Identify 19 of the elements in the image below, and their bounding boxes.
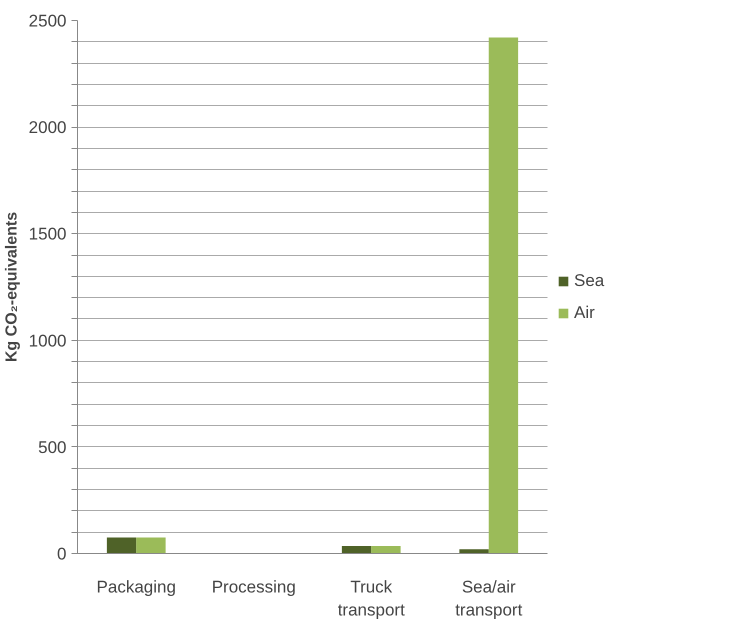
y-tick-label: 2000 xyxy=(28,118,67,138)
y-tick-label: 2500 xyxy=(28,12,67,30)
y-tick-label: 0 xyxy=(57,544,67,564)
y-tick-label: 500 xyxy=(38,438,67,457)
y-axis-title: Kg CO₂-equivalents xyxy=(4,212,21,362)
legend-label: Sea xyxy=(574,271,604,291)
x-tick-label: Truck transport xyxy=(338,578,406,620)
bar xyxy=(371,546,401,554)
y-tick-label: 1000 xyxy=(28,331,67,350)
bar xyxy=(459,549,489,554)
bar xyxy=(488,38,518,554)
x-tick-label: Sea/air transport xyxy=(455,578,523,620)
y-tick-label: 1500 xyxy=(28,224,67,244)
x-tick-label: Processing xyxy=(212,578,296,596)
bar xyxy=(342,546,372,554)
legend-label: Air xyxy=(574,303,595,323)
bar xyxy=(136,538,166,554)
x-tick-label: Packaging xyxy=(96,578,176,596)
bar xyxy=(106,538,136,554)
